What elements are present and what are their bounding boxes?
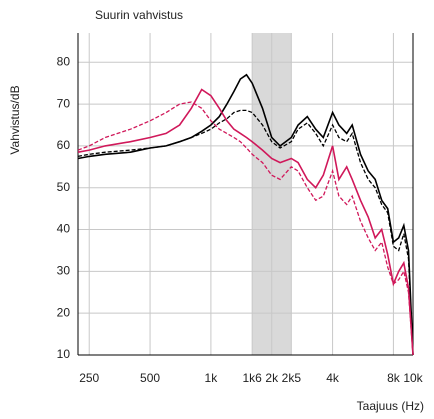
y-tick-label: 30 <box>57 264 71 278</box>
series-line <box>77 109 414 356</box>
x-tick-label: 2k5 <box>282 371 302 385</box>
y-tick-label: 20 <box>57 305 71 319</box>
y-tick-label: 70 <box>57 96 71 110</box>
x-tick-label: 1k <box>205 371 219 385</box>
x-tick-label: 1k6 <box>242 371 262 385</box>
y-tick-label: 50 <box>57 180 71 194</box>
series-line <box>77 88 414 356</box>
y-tick-label: 10 <box>57 347 71 361</box>
y-tick-label: 60 <box>57 138 71 152</box>
x-tick-label: 2k <box>265 371 279 385</box>
y-tick-label: 80 <box>57 54 71 68</box>
y-tick-label: 40 <box>57 222 71 236</box>
x-tick-label: 8k <box>387 371 401 385</box>
y-axis-label: Vahvistus/dB <box>8 85 22 154</box>
chart-title: Suurin vahvistus <box>95 8 183 22</box>
x-tick-label: 10k <box>403 371 423 385</box>
x-tick-label: 250 <box>79 371 99 385</box>
series-line <box>77 101 414 356</box>
x-tick-label: 4k <box>326 371 340 385</box>
x-axis-label: Taajuus (Hz) <box>357 399 424 413</box>
x-tick-label: 500 <box>140 371 160 385</box>
